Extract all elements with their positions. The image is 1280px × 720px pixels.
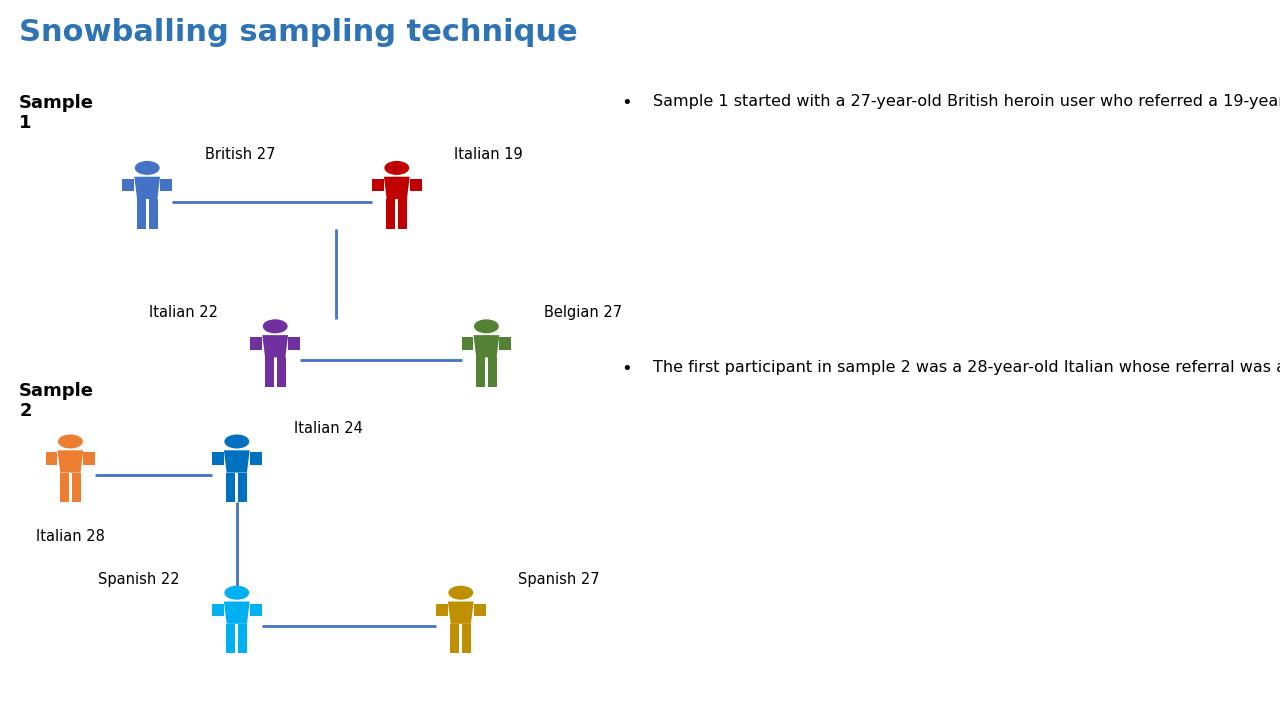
Polygon shape <box>288 337 300 350</box>
Text: •: • <box>621 360 631 378</box>
Text: Sample
1: Sample 1 <box>19 94 95 132</box>
Text: Sample 1 started with a 27-year-old British heroin user who referred a 19-year-o: Sample 1 started with a 27-year-old Brit… <box>653 94 1280 109</box>
Polygon shape <box>224 450 250 472</box>
Text: The first participant in sample 2 was a 28-year-old Italian whose referral was a: The first participant in sample 2 was a … <box>653 360 1280 375</box>
Polygon shape <box>387 199 396 228</box>
Polygon shape <box>212 452 224 465</box>
Circle shape <box>474 319 499 333</box>
Text: Spanish 27: Spanish 27 <box>518 572 600 587</box>
Polygon shape <box>276 357 285 387</box>
Polygon shape <box>123 179 134 192</box>
Polygon shape <box>250 452 261 465</box>
Polygon shape <box>46 452 58 465</box>
Polygon shape <box>238 472 247 502</box>
Circle shape <box>384 161 410 175</box>
Polygon shape <box>499 337 511 350</box>
Polygon shape <box>474 335 499 357</box>
Text: Sample
2: Sample 2 <box>19 382 95 420</box>
Polygon shape <box>448 601 474 624</box>
Polygon shape <box>137 199 146 228</box>
Text: Italian 22: Italian 22 <box>148 305 218 320</box>
Polygon shape <box>58 450 83 472</box>
Polygon shape <box>250 603 261 616</box>
Polygon shape <box>462 624 471 653</box>
Polygon shape <box>451 624 460 653</box>
Text: Snowballing sampling technique: Snowballing sampling technique <box>19 18 577 47</box>
Polygon shape <box>227 624 236 653</box>
Polygon shape <box>462 337 474 350</box>
Polygon shape <box>251 337 262 350</box>
Polygon shape <box>148 199 157 228</box>
Circle shape <box>448 585 474 600</box>
Polygon shape <box>224 601 250 624</box>
Polygon shape <box>410 179 421 192</box>
Polygon shape <box>83 452 95 465</box>
Text: Italian 24: Italian 24 <box>294 420 364 436</box>
Polygon shape <box>60 472 69 502</box>
Polygon shape <box>436 603 448 616</box>
Text: Italian 28: Italian 28 <box>36 528 105 544</box>
Polygon shape <box>160 179 172 192</box>
Polygon shape <box>265 357 274 387</box>
Circle shape <box>58 434 83 449</box>
Polygon shape <box>238 624 247 653</box>
Circle shape <box>224 585 250 600</box>
Circle shape <box>224 434 250 449</box>
Polygon shape <box>372 179 384 192</box>
Text: •: • <box>621 94 631 112</box>
Polygon shape <box>262 335 288 357</box>
Polygon shape <box>212 603 224 616</box>
Circle shape <box>262 319 288 333</box>
Polygon shape <box>72 472 81 502</box>
Polygon shape <box>227 472 236 502</box>
Polygon shape <box>134 176 160 199</box>
Polygon shape <box>488 357 497 387</box>
Text: British 27: British 27 <box>205 147 275 162</box>
Polygon shape <box>398 199 407 228</box>
Polygon shape <box>384 176 410 199</box>
Text: Spanish 22: Spanish 22 <box>97 572 179 587</box>
Polygon shape <box>474 603 485 616</box>
Polygon shape <box>476 357 485 387</box>
Text: Italian 19: Italian 19 <box>454 147 524 162</box>
Circle shape <box>134 161 160 175</box>
Text: Belgian 27: Belgian 27 <box>544 305 622 320</box>
